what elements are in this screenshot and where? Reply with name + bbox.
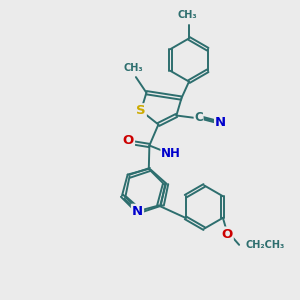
Text: CH₃: CH₃ — [178, 10, 197, 20]
Text: O: O — [221, 227, 233, 241]
Text: C: C — [194, 111, 203, 124]
Text: CH₃: CH₃ — [123, 63, 143, 73]
Text: S: S — [136, 104, 146, 117]
Text: NH: NH — [161, 147, 181, 160]
Text: CH₂CH₃: CH₂CH₃ — [245, 240, 284, 250]
Text: O: O — [123, 134, 134, 148]
Text: N: N — [214, 116, 226, 129]
Text: N: N — [132, 205, 143, 218]
